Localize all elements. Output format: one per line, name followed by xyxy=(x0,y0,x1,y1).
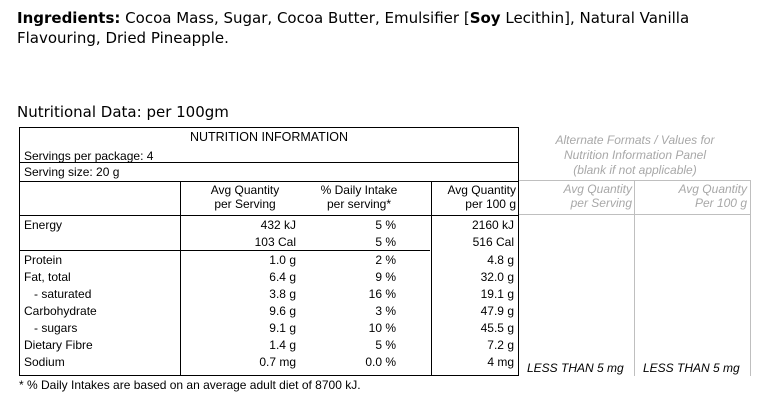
column-divider xyxy=(634,180,635,376)
panel-title: NUTRITION INFORMATION xyxy=(189,130,349,144)
ingredients-soy: Soy xyxy=(469,9,501,27)
alt-col-head-100g: Avg Quantity Per 100 g xyxy=(678,182,747,210)
divider xyxy=(519,180,751,181)
column-divider xyxy=(431,181,432,375)
divider xyxy=(20,215,518,216)
alternate-title: Alternate Formats / Values for Nutrition… xyxy=(555,133,715,177)
column-divider xyxy=(180,181,181,375)
divider xyxy=(519,214,751,215)
ingredients-text: Ingredients: Cocoa Mass, Sugar, Cocoa Bu… xyxy=(17,8,757,48)
alt-col-head-serving: Avg Quantity per Serving xyxy=(563,182,632,210)
col-head-serving: Avg Quantity per Serving xyxy=(210,183,280,211)
col-head-daily: % Daily Intake per serving* xyxy=(320,183,398,211)
footnote: * % Daily Intakes are based on an averag… xyxy=(19,378,361,392)
servings-per-package: Servings per package: 4 xyxy=(24,149,154,163)
divider xyxy=(20,162,518,163)
nutrition-panel: NUTRITION INFORMATION Servings per packa… xyxy=(19,127,519,376)
divider xyxy=(20,181,518,182)
alt-sodium-100g: LESS THAN 5 mg xyxy=(643,361,740,375)
ingredients-part2: Lecithin], Natural Vanilla Flavouring, D… xyxy=(17,9,690,47)
col-head-100g: Avg Quantity per 100 g xyxy=(447,183,516,211)
ingredients-part1: Cocoa Mass, Sugar, Cocoa Butter, Emulsif… xyxy=(120,9,470,27)
alt-sodium-serving: LESS THAN 5 mg xyxy=(527,361,624,375)
ingredients-label: Ingredients: xyxy=(17,9,121,27)
column-divider xyxy=(750,180,751,376)
divider xyxy=(20,250,430,251)
nutritional-data-heading: Nutritional Data: per 100gm xyxy=(17,103,229,121)
serving-size: Serving size: 20 g xyxy=(24,165,120,179)
alternate-formats-panel: Alternate Formats / Values for Nutrition… xyxy=(519,127,751,376)
